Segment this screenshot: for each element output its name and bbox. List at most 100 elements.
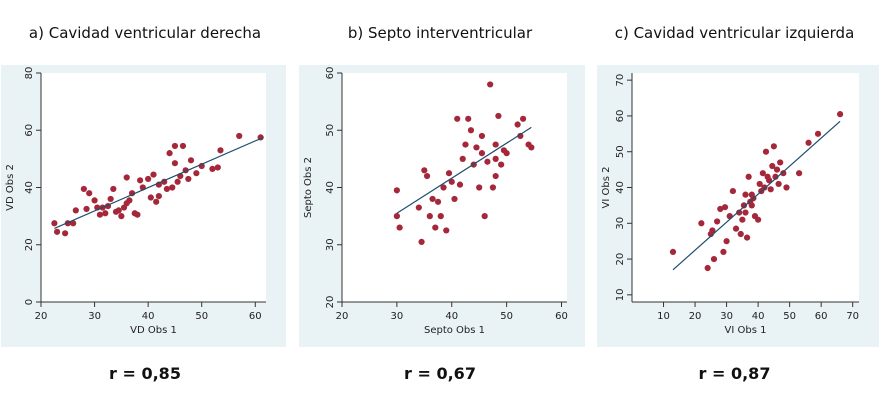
chart-title-a: a) Cavidad ventricular derecha xyxy=(28,24,262,42)
data-point xyxy=(118,213,125,220)
scatter-plot-b: 20 30 40 50 60 20 30 40 50 60 Septo Obs 1 Septo Obs… xyxy=(299,65,585,347)
data-point xyxy=(473,144,480,151)
x-tick-label: 30 xyxy=(720,311,733,322)
data-point xyxy=(459,155,466,162)
data-point xyxy=(698,220,705,227)
data-point xyxy=(762,148,770,155)
data-point xyxy=(393,213,400,220)
data-point xyxy=(492,155,499,162)
data-point xyxy=(209,165,216,172)
data-point xyxy=(53,228,61,235)
data-point xyxy=(171,160,179,167)
data-point xyxy=(432,224,439,231)
data-point xyxy=(415,204,422,211)
data-point xyxy=(171,142,179,150)
y-axis-label: VD Obs 2 xyxy=(5,164,16,211)
data-point xyxy=(492,172,499,180)
data-point xyxy=(179,142,187,150)
data-point xyxy=(80,185,87,193)
data-point xyxy=(759,170,766,177)
data-point xyxy=(836,111,844,118)
plot-area xyxy=(342,73,567,302)
data-point xyxy=(421,167,428,174)
data-point xyxy=(155,192,162,200)
y-tick-label: 50 xyxy=(615,145,626,158)
x-tick-label: 30 xyxy=(391,311,404,322)
data-point xyxy=(123,174,130,181)
data-point xyxy=(478,150,486,157)
data-point xyxy=(484,158,491,165)
data-point xyxy=(145,175,152,183)
data-point xyxy=(755,216,762,223)
data-point xyxy=(726,213,733,220)
data-point xyxy=(729,187,736,195)
y-tick-label: 10 xyxy=(615,288,626,301)
data-point xyxy=(492,141,499,148)
data-point xyxy=(775,180,782,188)
data-point xyxy=(704,264,711,272)
data-point xyxy=(742,209,749,216)
data-point xyxy=(166,150,173,157)
data-point xyxy=(107,195,114,203)
y-tick-label: 50 xyxy=(325,124,336,137)
data-point xyxy=(126,197,133,204)
x-tick-label: 50 xyxy=(783,311,796,322)
y-tick-label: 70 xyxy=(615,74,626,87)
fit-line xyxy=(672,120,841,271)
data-point xyxy=(495,112,502,120)
x-tick-label: 50 xyxy=(500,311,513,322)
data-point xyxy=(742,191,749,198)
data-point xyxy=(448,178,455,185)
data-point xyxy=(169,184,176,191)
data-point xyxy=(72,207,79,214)
data-point xyxy=(740,202,748,209)
data-point xyxy=(814,130,822,137)
data-point xyxy=(96,211,104,218)
data-point xyxy=(669,248,677,256)
data-point xyxy=(429,195,436,203)
data-point xyxy=(91,197,98,204)
data-point xyxy=(498,161,505,168)
data-point xyxy=(737,230,744,238)
x-axis-label: VI Obs 1 xyxy=(725,325,767,336)
data-point xyxy=(147,194,154,201)
data-point xyxy=(783,184,790,191)
data-point xyxy=(454,115,461,122)
data-point xyxy=(766,177,773,184)
y-tick-label: 60 xyxy=(24,124,35,137)
data-point xyxy=(721,204,729,211)
y-tick-label: 60 xyxy=(615,110,626,123)
data-point xyxy=(770,143,777,150)
data-point xyxy=(467,127,475,134)
data-point xyxy=(745,173,752,180)
x-tick-label: 40 xyxy=(752,311,765,322)
data-point xyxy=(773,166,781,173)
x-tick-label: 20 xyxy=(35,311,48,322)
data-point xyxy=(393,187,400,194)
data-point xyxy=(214,164,221,171)
data-point xyxy=(185,175,192,183)
data-point xyxy=(451,195,458,203)
y-tick-label: 30 xyxy=(325,238,336,251)
data-point xyxy=(462,141,469,148)
data-point xyxy=(709,227,716,234)
data-point xyxy=(110,185,117,193)
data-point xyxy=(714,218,721,225)
y-tick-label: 40 xyxy=(615,181,626,194)
data-point xyxy=(70,220,77,227)
data-point xyxy=(487,81,494,88)
x-tick-label: 50 xyxy=(195,311,208,322)
y-tick-label: 20 xyxy=(24,238,35,251)
correlation-label-b: r = 0,67 xyxy=(404,364,476,383)
x-tick-label: 60 xyxy=(249,311,262,322)
data-point xyxy=(426,213,433,220)
y-tick-label: 20 xyxy=(325,296,336,309)
y-tick-label: 40 xyxy=(24,181,35,194)
data-point xyxy=(193,170,200,177)
y-axis-label: Septo Obs 2 xyxy=(303,157,314,218)
data-point xyxy=(434,198,442,205)
data-point xyxy=(780,170,787,177)
data-point xyxy=(62,230,69,237)
data-point xyxy=(476,184,483,191)
data-point xyxy=(772,173,779,180)
